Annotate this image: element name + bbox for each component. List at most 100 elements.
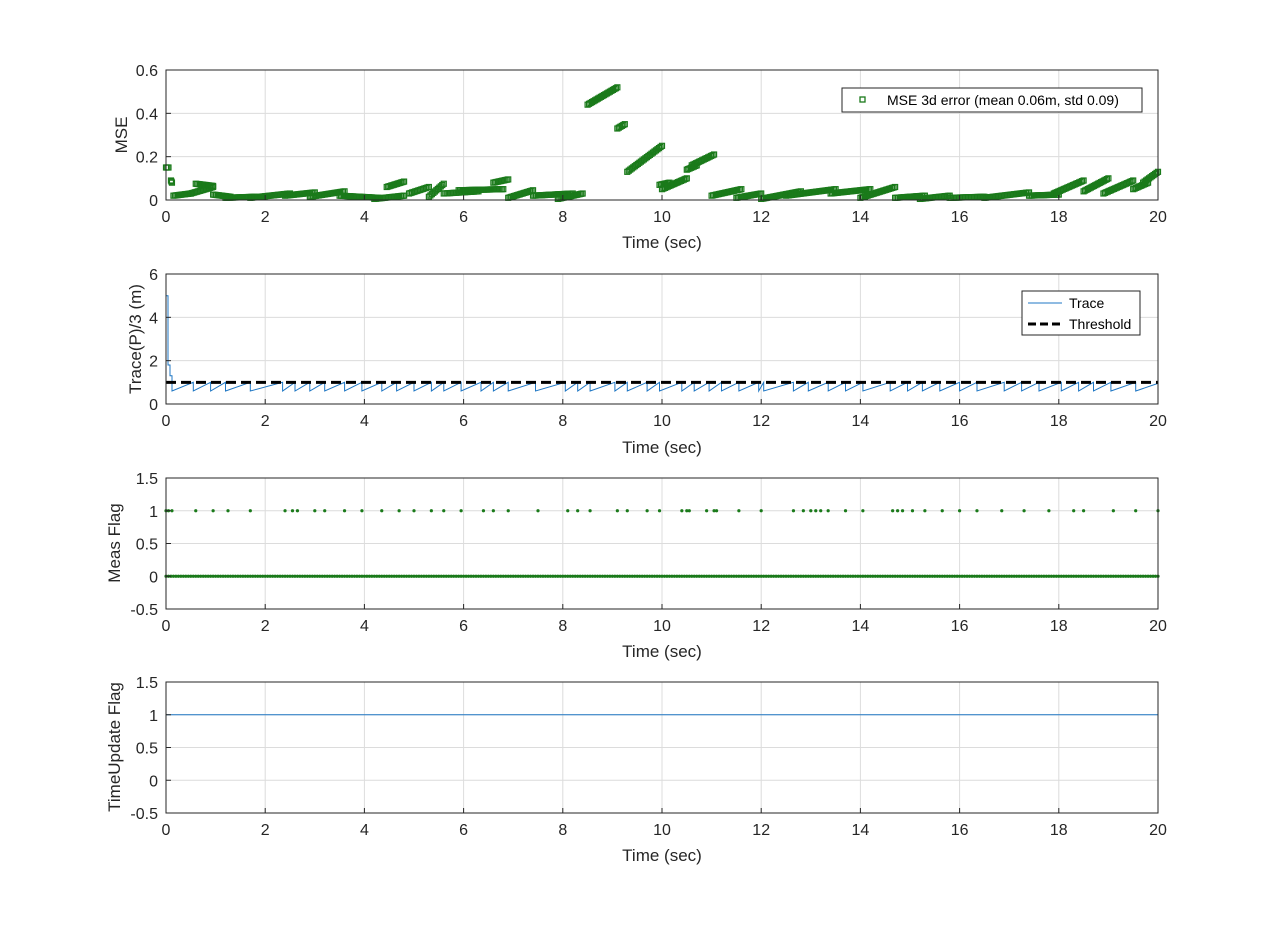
subplot-timeupdate-flag: 0 2 4 6 8 10 12 14 16 18 20 -0.500.511.5 Time (sec…: [105, 675, 1167, 865]
meas-flag-zero-point: [605, 574, 610, 578]
meas-flag-zero-point: [209, 574, 213, 578]
x-tick-label: 18: [1050, 618, 1068, 635]
meas-flag-zero-point: [801, 574, 805, 578]
mse-point: [658, 142, 666, 149]
meas-flag-zero-point: [920, 574, 925, 578]
meas-flag-zero-point: [258, 574, 262, 578]
meas-flag-zero-point: [786, 574, 791, 578]
grid: [165, 477, 1159, 610]
mse-point: [168, 179, 176, 186]
y-tick-label: 1.5: [136, 471, 158, 488]
meas-flag-zero-point: [382, 574, 386, 578]
meas-flag-zero-point: [878, 574, 882, 578]
meas-flag-zero-point: [856, 574, 860, 578]
x-tick-label: 12: [752, 413, 770, 430]
mse-point: [439, 181, 446, 189]
x-tick-label: 0: [162, 209, 171, 226]
meas-flag-zero-point: [1010, 574, 1014, 578]
meas-flag-zero-point: [650, 574, 654, 578]
meas-flag-zero-point: [526, 574, 530, 578]
meas-flag-zero-point: [967, 574, 972, 578]
mse-point: [892, 183, 899, 191]
meas-flag-zero-point: [571, 574, 575, 578]
meas-flag-zero-point: [481, 574, 486, 578]
mse-point: [621, 121, 628, 128]
meas-flag-zero-point: [377, 574, 381, 578]
meas-flag-zero-point: [903, 574, 907, 578]
meas-flag-one-point: [211, 509, 215, 513]
meas-flag-zero-point: [516, 574, 520, 578]
meas-flag-zero-point: [1091, 574, 1096, 578]
meas-flag-one-point: [1072, 509, 1076, 513]
meas-flag-one-point: [705, 509, 709, 513]
meas-flag-one-point: [819, 509, 823, 513]
meas-flag-one-point: [506, 509, 510, 513]
meas-flag-zero-point: [682, 574, 686, 578]
meas-flag-zero-point: [452, 574, 456, 578]
meas-flag-zero-point: [712, 574, 716, 578]
x-axis-label: Time (sec): [622, 233, 702, 252]
meas-flag-zero-point: [228, 574, 233, 578]
meas-flag-one-point: [226, 509, 230, 513]
meas-flag-one-point: [759, 509, 763, 513]
x-tick-label: 12: [752, 209, 770, 226]
meas-flag-zero-point: [543, 574, 548, 578]
meas-flag-zero-point: [982, 574, 987, 578]
meas-flag-zero-point: [204, 574, 208, 578]
meas-flag-one-point: [910, 509, 915, 513]
legend-entry-threshold: Threshold: [1069, 316, 1131, 332]
meas-flag-zero-point: [610, 574, 615, 578]
meas-flag-zero-point: [464, 574, 468, 578]
meas-flag-zero-point: [479, 574, 483, 578]
x-tick-label: 14: [852, 413, 870, 430]
meas-flag-zero-point: [816, 574, 820, 578]
meas-flag-zero-point: [191, 574, 195, 578]
meas-flag-zero-point: [737, 574, 741, 578]
meas-flag-zero-point: [216, 574, 220, 578]
meas-flag-zero-point: [640, 574, 644, 578]
meas-flag-zero-point: [352, 574, 357, 578]
meas-flag-zero-point: [295, 574, 300, 578]
meas-flag-zero-point: [422, 574, 426, 578]
meas-flag-zero-point: [791, 574, 796, 578]
meas-flag-one-point: [940, 509, 944, 513]
meas-flag-zero-point: [1101, 574, 1106, 578]
meas-flag-zero-point: [489, 574, 493, 578]
meas-flag-zero-point: [618, 574, 622, 578]
meas-flag-zero-point: [685, 574, 689, 578]
meas-flag-zero-point: [231, 574, 235, 578]
meas-flag-zero-point: [843, 574, 848, 578]
meas-flag-zero-point: [948, 574, 952, 578]
meas-flag-one-point: [814, 509, 818, 513]
meas-flag-zero-point: [821, 574, 825, 578]
meas-flag-zero-point: [613, 574, 617, 578]
mse-marks: [162, 84, 1162, 203]
y-axis-label: Trace(P)/3 (m): [126, 284, 145, 394]
meas-flag-zero-point: [335, 574, 339, 578]
meas-flag-zero-point: [915, 574, 920, 578]
meas-flag-zero-point: [1124, 574, 1128, 578]
meas-flag-zero-point: [1000, 574, 1004, 578]
meas-flag-zero-point: [868, 574, 872, 578]
meas-flag-zero-point: [1131, 574, 1135, 578]
meas-flag-zero-point: [462, 574, 466, 578]
x-tick-label: 14: [852, 618, 870, 635]
meas-flag-zero-point: [236, 574, 240, 578]
meas-flag-zero-point: [690, 574, 694, 578]
x-tick-label: 0: [162, 618, 171, 635]
meas-flag-zero-point: [511, 574, 515, 578]
meas-flag-zero-point: [871, 574, 875, 578]
meas-flag-zero-point: [824, 574, 828, 578]
meas-flag-zero-point: [970, 574, 974, 578]
meas-flag-zero-point: [1126, 574, 1130, 578]
meas-flag-zero-point: [551, 574, 555, 578]
meas-flag-zero-point: [972, 574, 977, 578]
x-tick-label: 20: [1149, 822, 1167, 839]
meas-flag-one-point: [588, 509, 592, 513]
meas-flag-one-point: [442, 509, 446, 513]
legend-entry-trace: Trace: [1069, 295, 1104, 311]
meas-flag-zero-point: [660, 574, 664, 578]
y-tick-label: -0.5: [130, 602, 158, 619]
meas-flag-zero-point: [724, 574, 729, 578]
meas-flag-zero-point: [375, 574, 379, 578]
